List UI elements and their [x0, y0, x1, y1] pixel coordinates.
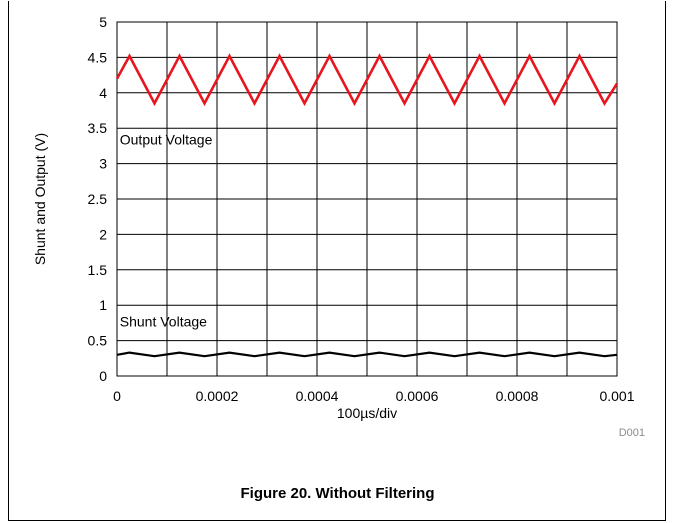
figure-caption: Figure 20. Without Filtering: [240, 485, 435, 502]
x-axis-label: 100µs/div: [337, 405, 397, 421]
annotation-shunt-voltage: Shunt Voltage: [120, 313, 207, 329]
x-tick-label: 0.001: [599, 388, 634, 404]
series-line-shunt-voltage: [116, 351, 618, 358]
y-tick-label: 0.5: [88, 333, 108, 349]
y-tick-label: 2: [99, 226, 107, 242]
y-tick-label: 0: [99, 368, 107, 384]
annotation-output-voltage: Output Voltage: [120, 131, 213, 147]
series-line-output-voltage: [115, 53, 619, 107]
x-tick-label: 0.0008: [496, 388, 539, 404]
y-tick-label: 1.5: [88, 262, 108, 278]
y-tick-label: 3.5: [88, 120, 108, 136]
figure-code-label: D001: [619, 427, 645, 439]
y-tick-label: 1: [99, 297, 107, 313]
plot-area-border: [116, 21, 618, 377]
tick-labels: 0 0.0002 0.0004 0.0006 0.0008 0.001 0 0.5 1 1.5 2 2…: [88, 14, 635, 404]
y-tick-label: 2.5: [88, 191, 108, 207]
x-tick-label: 0.0002: [196, 388, 239, 404]
x-tick-label: 0: [113, 388, 121, 404]
figure-frame: [8, 1, 666, 521]
y-tick-label: 4: [99, 85, 107, 101]
series-layer: [115, 53, 619, 358]
y-tick-label: 5: [99, 14, 107, 30]
x-tick-label: 0.0004: [296, 388, 339, 404]
y-tick-label: 3: [99, 156, 107, 172]
y-tick-label: 4.5: [88, 49, 108, 65]
x-tick-label: 0.0006: [396, 388, 439, 404]
y-axis-label: Shunt and Output (V): [32, 133, 48, 265]
